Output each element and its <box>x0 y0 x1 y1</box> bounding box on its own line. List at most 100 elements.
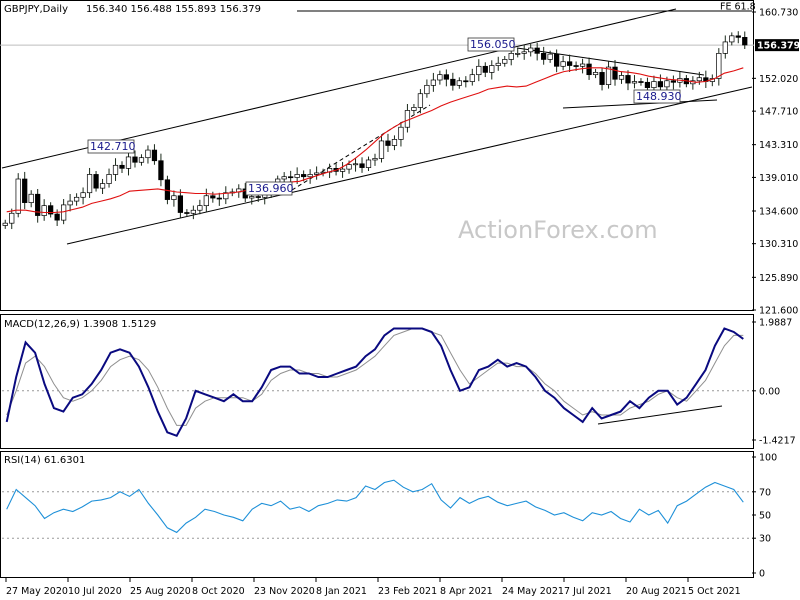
price-annotations: 142.710 156.050 136.960 148.930 <box>87 37 682 196</box>
macd-divergence-line <box>597 405 723 425</box>
annotation-label: 148.930 <box>636 90 682 103</box>
last-price-label: 156.379 <box>757 41 800 52</box>
candle-body <box>424 84 430 95</box>
last-price-tag <box>755 39 799 52</box>
ohlc-readout: 156.340 156.488 155.893 156.379 <box>86 4 261 15</box>
candle-body <box>469 74 475 82</box>
candle-body <box>184 212 190 214</box>
candle-body <box>223 192 229 200</box>
x-tick-label: 20 Aug 2021 <box>626 586 687 597</box>
x-axis-labels: 27 May 2020 10 Jul 2020 25 Aug 2020 8 Oct 2… <box>5 578 741 597</box>
candle-body <box>67 200 73 206</box>
candle-body <box>197 205 203 211</box>
macd-lines <box>5 327 744 438</box>
macd-tick-label: 0.00 <box>759 386 780 397</box>
candle-body <box>722 41 728 54</box>
x-tick-label: 23 Feb 2021 <box>378 586 437 597</box>
candle-body <box>365 159 372 168</box>
candle-body <box>385 140 391 146</box>
macd-pane-frame <box>0 314 754 449</box>
channel-lower-line <box>66 86 753 245</box>
candle-body <box>249 196 255 199</box>
rsi-axis-ticks: 100 70 50 30 0 <box>2 453 777 580</box>
candle-body <box>521 51 527 54</box>
candle-body <box>35 193 41 216</box>
candle-body <box>138 157 145 163</box>
price-axis-ticks: 160.730 156.379 152.020 147.710 143.310 139.0… <box>0 8 800 317</box>
x-tick-label: 5 Oct 2021 <box>688 586 741 597</box>
candle-body <box>618 75 625 80</box>
candle-body <box>560 61 566 67</box>
x-tick-label: 24 May 2021 <box>502 586 564 597</box>
candle-body <box>463 80 469 83</box>
rsi-tick-label: 70 <box>759 487 771 498</box>
rsi-line <box>6 479 744 534</box>
annotation-label: 156.050 <box>470 38 516 51</box>
candle-body <box>158 160 164 181</box>
candle-body <box>119 164 125 169</box>
candle-body <box>398 126 404 140</box>
candle-body <box>735 35 741 38</box>
candle-body <box>339 168 346 172</box>
candle-body <box>437 74 443 81</box>
candle-body <box>48 205 54 215</box>
triangle-lower-line <box>562 99 718 109</box>
candle-body <box>255 196 261 198</box>
x-tick-label: 27 May 2020 <box>6 586 68 597</box>
candle-body <box>294 174 300 178</box>
candle-body <box>586 63 592 76</box>
candle-body <box>625 75 631 84</box>
rsi-pane-title: RSI(14) 61.6301 <box>4 455 85 466</box>
x-tick-label: 7 Jul 2021 <box>564 586 612 597</box>
moving-average <box>6 67 744 214</box>
candle-body <box>171 195 177 200</box>
annotation-label: 136.960 <box>248 182 294 195</box>
fe-label: FE 61.8 <box>720 2 756 13</box>
rsi-tick-label: 0 <box>759 569 765 580</box>
watermark: ActionForex.com <box>458 216 658 244</box>
candle-body <box>313 172 320 175</box>
price-tick-label: 143.310 <box>759 140 798 151</box>
candle-body <box>657 81 664 88</box>
candle-body <box>411 107 417 111</box>
candle-body <box>528 47 534 53</box>
candle-body <box>534 47 540 54</box>
candle-body <box>541 53 547 60</box>
candle-body <box>554 53 560 67</box>
price-tick-label: 121.600 <box>759 306 798 317</box>
candle-body <box>547 53 553 60</box>
candle-body <box>99 183 106 189</box>
rsi-tick-label: 50 <box>759 511 771 522</box>
candle-body <box>352 163 359 166</box>
candle-body <box>346 164 352 170</box>
candle-body <box>9 212 15 224</box>
candle-body <box>177 195 184 213</box>
rsi-pane-frame <box>0 451 754 578</box>
candle-body <box>41 205 47 216</box>
candle-body <box>15 178 21 214</box>
price-tick-label: 152.020 <box>759 74 798 85</box>
candle-body <box>495 62 501 66</box>
candle-body <box>417 93 424 108</box>
candle-body <box>670 80 677 83</box>
annotation-label: 142.710 <box>90 140 136 153</box>
x-tick-label: 10 Jul 2020 <box>68 586 122 597</box>
macd-signal-line <box>6 328 744 426</box>
x-tick-label: 23 Nov 2020 <box>254 586 315 597</box>
candle-body <box>73 196 80 202</box>
rsi-tick-label: 100 <box>759 453 777 464</box>
candle-body <box>579 63 586 67</box>
candle-body <box>301 174 307 178</box>
price-pane-title: GBPJPY,Daily <box>4 4 68 15</box>
x-tick-label: 8 Jan 2021 <box>316 586 367 597</box>
candle-body <box>638 81 644 83</box>
candle-body <box>592 72 599 76</box>
candle-body <box>145 149 151 159</box>
candle-body <box>86 174 93 194</box>
candle-body <box>476 65 482 76</box>
x-tick-label: 25 Aug 2020 <box>130 586 191 597</box>
candle-body <box>288 176 294 179</box>
candle-body <box>612 66 618 80</box>
candle-body <box>644 81 651 88</box>
